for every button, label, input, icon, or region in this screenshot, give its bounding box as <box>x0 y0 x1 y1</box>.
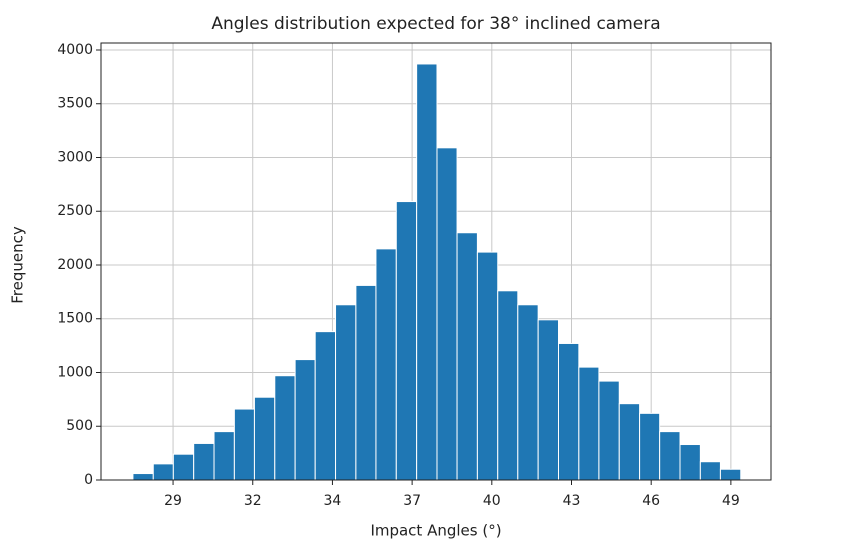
bar <box>152 463 174 481</box>
bar <box>233 408 255 481</box>
bar <box>436 147 458 481</box>
y-tick-label: 0 <box>84 472 93 488</box>
bar <box>497 290 519 481</box>
bar <box>172 453 195 481</box>
y-tick-label: 3500 <box>57 96 93 112</box>
bar <box>416 63 438 481</box>
bar <box>294 359 316 481</box>
y-axis-label: Frequency <box>9 226 27 304</box>
bar <box>314 331 337 481</box>
bar <box>699 461 721 481</box>
bar <box>618 403 641 481</box>
bar <box>253 396 276 481</box>
bar <box>375 248 397 481</box>
bar <box>456 232 478 481</box>
y-tick-label: 2000 <box>57 257 93 273</box>
bar <box>639 412 661 481</box>
bar <box>557 342 580 481</box>
x-tick-label: 40 <box>483 493 501 509</box>
bar <box>537 319 559 481</box>
bar <box>355 284 377 481</box>
plot-frame <box>100 42 772 481</box>
bar <box>476 251 499 481</box>
x-tick-label: 34 <box>324 493 342 509</box>
x-tick-label: 49 <box>722 493 740 509</box>
x-tick-label: 29 <box>164 493 182 509</box>
x-tick-label: 43 <box>563 493 581 509</box>
bar <box>517 304 539 481</box>
x-tick-label: 37 <box>403 493 421 509</box>
bar <box>659 431 681 481</box>
bar <box>578 366 600 481</box>
bar <box>274 375 296 481</box>
bar <box>719 468 742 481</box>
y-tick-label: 500 <box>66 418 93 434</box>
bar <box>193 442 215 481</box>
bar <box>213 431 235 481</box>
chart-title: Angles distribution expected for 38° inc… <box>211 14 660 34</box>
bar <box>335 304 357 481</box>
bar <box>132 473 154 481</box>
y-tick-label: 2500 <box>57 203 93 219</box>
bar <box>679 444 701 481</box>
x-tick-label: 32 <box>244 493 262 509</box>
bar <box>598 380 620 481</box>
y-tick-label: 1000 <box>57 364 93 380</box>
y-tick-label: 3000 <box>57 149 93 165</box>
y-tick-label: 4000 <box>57 42 93 58</box>
y-tick-label: 1500 <box>57 311 93 327</box>
bar <box>395 201 418 481</box>
x-tick-label: 46 <box>642 493 660 509</box>
x-axis-label: Impact Angles (°) <box>370 522 501 540</box>
